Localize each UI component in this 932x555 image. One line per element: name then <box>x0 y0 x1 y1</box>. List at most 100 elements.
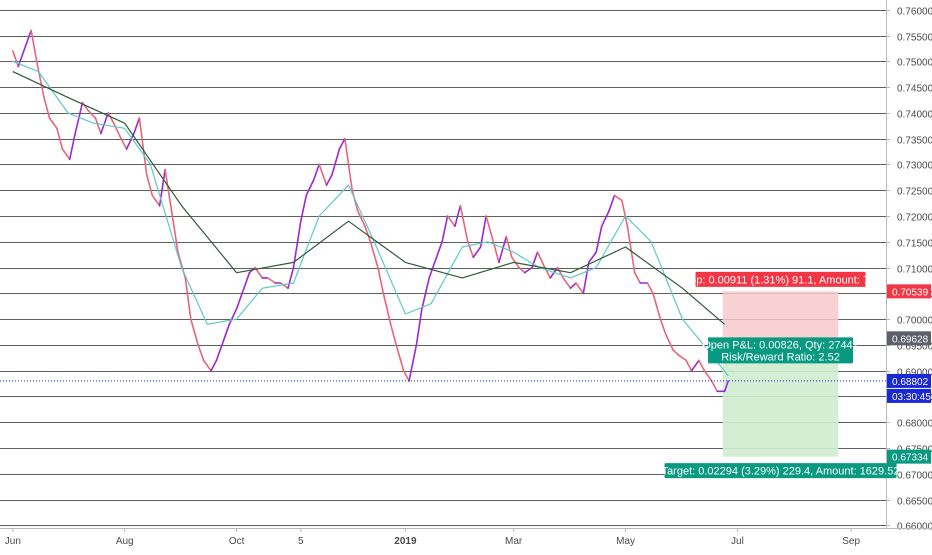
price-segment <box>190 318 199 346</box>
price-segment <box>600 210 610 228</box>
price-segment <box>325 174 333 186</box>
price-segment <box>87 109 97 119</box>
price-segment <box>710 380 719 393</box>
stop-label-box[interactable] <box>695 271 866 287</box>
price-segment <box>100 112 109 135</box>
price-segment <box>344 137 354 191</box>
price-segment <box>338 137 346 150</box>
price-segment <box>389 323 398 346</box>
price-segment <box>703 369 713 382</box>
current-price-badge-bg <box>887 373 931 388</box>
price-segment <box>446 215 456 228</box>
price-segment <box>498 235 508 264</box>
price-segment <box>210 359 218 372</box>
y-tick-label: 0.74500 <box>897 84 932 95</box>
price-segment <box>479 215 487 248</box>
price-segment <box>94 117 102 135</box>
price-segment <box>652 292 662 320</box>
target-label-box[interactable] <box>664 463 897 479</box>
pnl-label-text: Open P&L: 0.00826, Qty: 27442 <box>702 339 859 351</box>
price-segment <box>685 359 693 372</box>
pnl-label[interactable]: Open P&L: 0.00826, Qty: 27442Risk/Reward… <box>702 337 859 364</box>
price-segment <box>587 251 598 264</box>
y-tick-label: 0.71500 <box>897 239 932 250</box>
price-segment <box>531 251 539 269</box>
target-price-badge-text: 0.67334 <box>892 453 929 464</box>
price-segment <box>266 277 277 284</box>
y-tick-label: 0.68000 <box>897 419 932 430</box>
price-segment <box>197 344 205 362</box>
price-segment <box>562 277 572 290</box>
price-segment <box>312 163 321 181</box>
price-segment <box>22 29 33 52</box>
price-segment <box>369 241 379 269</box>
price-segment <box>43 96 51 119</box>
y-tick-label: 0.74000 <box>897 110 932 121</box>
price-segment <box>61 148 71 161</box>
y-tick-label: 0.73000 <box>897 161 932 172</box>
position-zones[interactable] <box>722 291 839 457</box>
price-segment <box>659 318 667 336</box>
y-tick-label: 0.72500 <box>897 187 932 198</box>
target-label-text: Target: 0.02294 (3.29%) 229.4, Amount: 1… <box>662 466 900 478</box>
price-segment <box>125 132 135 150</box>
pnl-label-text: Risk/Reward Ratio: 2.52 <box>721 351 840 363</box>
price-segment <box>626 225 636 274</box>
x-tick-label: Jul <box>731 536 744 547</box>
price-segment <box>377 266 385 295</box>
target-label[interactable]: Target: 0.02294 (3.29%) 229.4, Amount: 1… <box>662 463 900 479</box>
stop-price-badge-bg <box>887 284 931 299</box>
price-segment <box>723 380 730 393</box>
price-segment <box>698 359 706 372</box>
price-segment <box>569 282 577 290</box>
x-tick-label: 5 <box>298 536 304 547</box>
price-segment <box>74 101 84 135</box>
y-tick-label: 0.66500 <box>897 497 932 508</box>
price-segment <box>305 179 315 197</box>
price-segment <box>433 241 443 264</box>
price-segment <box>454 204 462 228</box>
price-segment <box>48 117 58 130</box>
price-segment <box>30 29 38 63</box>
position-labels[interactable]: Stop: 0.00911 (1.31%) 91.1, Amount: 750 O… <box>662 271 900 479</box>
price-segment <box>202 359 212 372</box>
price-segment <box>505 235 513 259</box>
price-segment <box>235 292 243 310</box>
stop-label[interactable]: Stop: 0.00911 (1.31%) 91.1, Amount: 750 <box>680 271 882 287</box>
price-segment <box>364 225 372 243</box>
price-segment <box>621 199 629 228</box>
y-tick-label: 0.69500 <box>897 342 932 353</box>
y-tick-label: 0.73500 <box>897 136 932 147</box>
target-price-badge-bg <box>887 449 931 464</box>
y-tick-label: 0.71000 <box>897 265 932 276</box>
pnl-label-box[interactable] <box>708 337 854 364</box>
series-layer <box>0 29 886 393</box>
x-tick-label: Jun <box>5 536 21 547</box>
price-segment <box>215 338 225 362</box>
price-segment <box>223 323 231 341</box>
x-tick-label: Mar <box>505 536 523 547</box>
price-segment <box>112 122 122 140</box>
price-segment <box>672 349 680 357</box>
time-axis[interactable]: Jun Aug Oct 5 2019 Mar May Jul Sep <box>0 528 932 547</box>
price-segment <box>582 261 590 295</box>
price-segment <box>382 292 392 326</box>
stop-zone[interactable] <box>722 291 839 339</box>
price-segment <box>408 344 418 382</box>
price-segment <box>120 137 128 150</box>
stop-price-badge-text: 0.70539 <box>892 287 929 298</box>
price-segment <box>492 241 500 264</box>
price-segment <box>472 246 482 259</box>
price-segment <box>523 266 533 274</box>
price-segment <box>415 307 423 346</box>
price-segment <box>331 148 341 176</box>
x-tick-label: 2019 <box>394 536 417 547</box>
price-segment <box>595 225 603 253</box>
y-tick-label: 0.70000 <box>897 316 932 327</box>
x-tick-label: Sep <box>842 536 860 547</box>
price-segment <box>318 163 328 186</box>
price-segment <box>518 266 526 274</box>
price-segment <box>35 60 45 99</box>
